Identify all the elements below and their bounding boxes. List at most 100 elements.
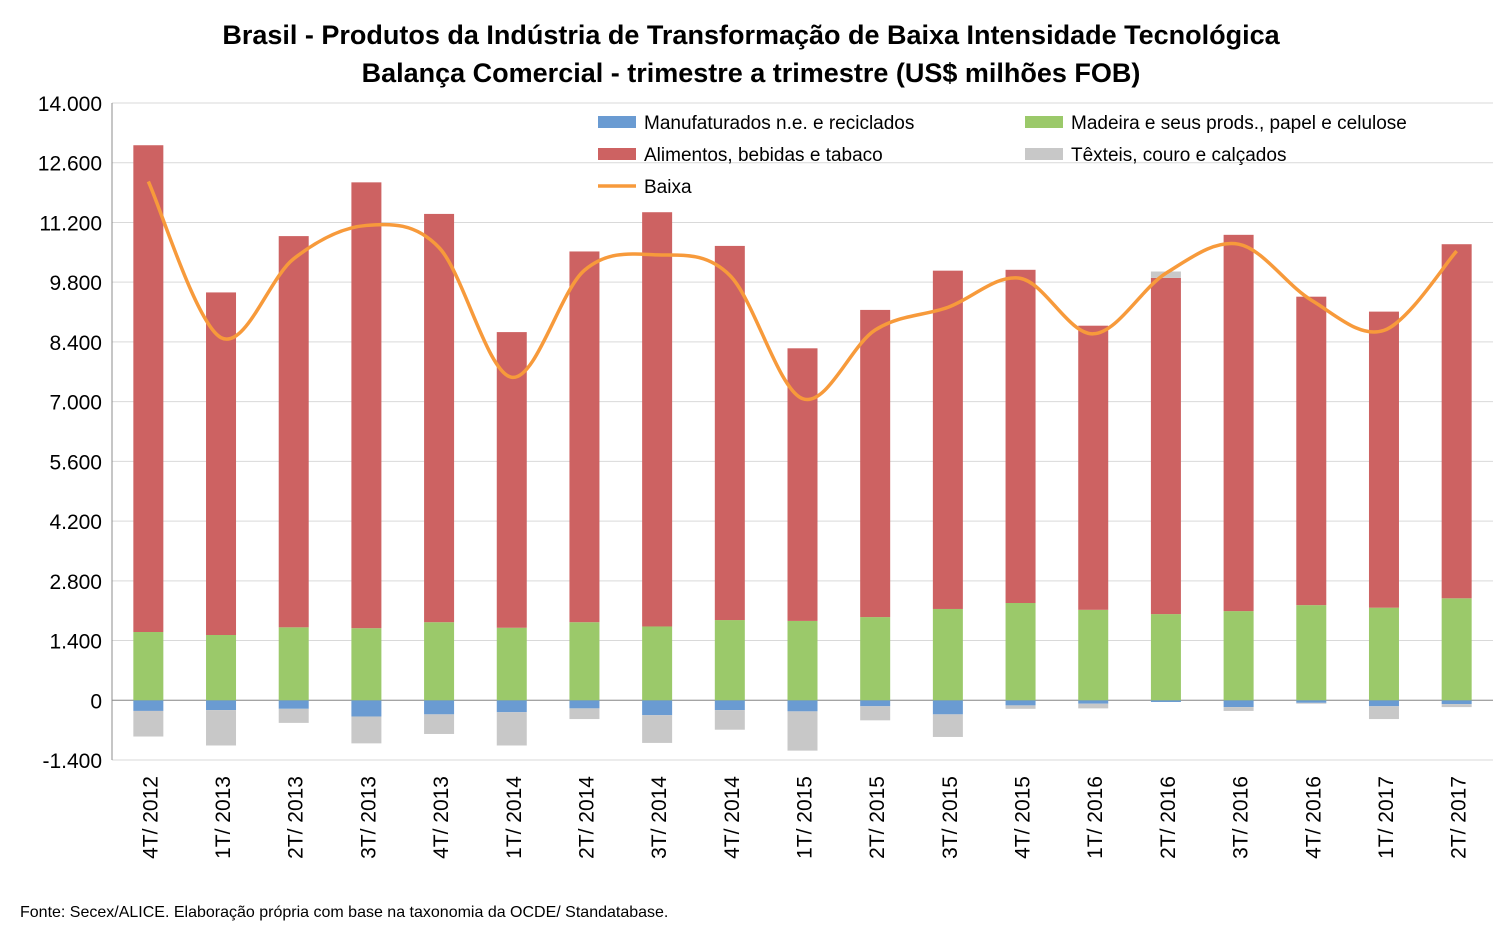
bar-segment <box>569 622 600 701</box>
legend-item: Têxteis, couro e calçados <box>1025 145 1286 166</box>
bar-segment <box>860 706 891 721</box>
bar-segment <box>133 710 164 737</box>
legend-item: Alimentos, bebidas e tabaco <box>598 145 883 166</box>
bar-segment <box>714 710 745 730</box>
legend-label: Manufaturados n.e. e reciclados <box>644 113 914 134</box>
source-note: Fonte: Secex/ALICE. Elaboração própria c… <box>20 904 668 922</box>
bar-segment <box>1296 702 1327 704</box>
bar-segment <box>714 620 745 701</box>
bar-segment <box>1441 598 1472 701</box>
bar-segment <box>133 145 164 633</box>
x-tick-label: 3T/ 2014 <box>648 776 671 859</box>
y-tick-label: 7.000 <box>49 392 102 415</box>
x-tick-label: 1T/ 2014 <box>503 776 526 859</box>
bar-segment <box>1441 704 1472 708</box>
bar-segment <box>496 332 527 628</box>
bar-segment <box>860 700 891 707</box>
bar-segment <box>1005 700 1036 706</box>
bar-segment <box>1078 703 1109 709</box>
bar-segment <box>133 700 164 711</box>
bar-segment <box>278 708 309 723</box>
y-tick-label: 11.200 <box>39 212 102 235</box>
chart-subtitle: Balança Comercial - trimestre a trimestr… <box>361 58 1141 88</box>
bar-segment <box>351 700 382 717</box>
x-tick-label: 2T/ 2015 <box>866 776 889 859</box>
bar-segment <box>787 620 818 701</box>
series-line-baixa <box>146 180 1458 402</box>
legend-item: Madeira e seus prods., papel e celulose <box>1025 113 1407 134</box>
bar-segment <box>1005 603 1036 701</box>
bar-segment <box>1078 325 1109 610</box>
bar-segment <box>1150 700 1181 702</box>
x-tick-label: 1T/ 2013 <box>212 776 235 859</box>
bar-segment <box>714 245 745 621</box>
chart-title: Brasil - Produtos da Indústria de Transf… <box>222 20 1280 50</box>
y-tick-label: 2.800 <box>49 571 102 594</box>
legend-swatch <box>598 148 636 160</box>
bar-segment <box>424 213 455 623</box>
x-tick-label: 2T/ 2014 <box>575 776 598 859</box>
bar-segment <box>569 708 600 720</box>
x-tick-label: 1T/ 2016 <box>1084 776 1107 859</box>
y-tick-label: -1.400 <box>42 750 102 773</box>
bar-segment <box>1368 311 1399 608</box>
bar-segment <box>278 627 309 701</box>
y-tick-label: 14.000 <box>38 93 102 116</box>
bar-segment <box>1368 607 1399 701</box>
x-tick-label: 4T/ 2015 <box>1012 776 1035 859</box>
bar-segment <box>278 700 309 709</box>
legend-label: Baixa <box>644 177 692 198</box>
x-tick-label: 1T/ 2017 <box>1375 776 1398 859</box>
bar-segment <box>714 700 745 711</box>
bar-segment <box>787 700 818 712</box>
bar-segment <box>1368 706 1399 720</box>
bar-segment <box>351 716 382 744</box>
x-tick-label: 4T/ 2014 <box>721 776 744 859</box>
legend-swatch <box>598 116 636 128</box>
bar-segment <box>569 251 600 623</box>
legend-label: Alimentos, bebidas e tabaco <box>644 145 883 166</box>
x-tick-label: 3T/ 2016 <box>1230 776 1253 859</box>
bar-segment <box>133 632 164 701</box>
bar-segment <box>787 348 818 621</box>
bar-segment <box>278 236 309 628</box>
bar-segment <box>787 711 818 751</box>
bar-segment <box>496 700 527 713</box>
bar-segment <box>206 700 237 711</box>
bar-segment <box>1441 244 1472 599</box>
legend-item: Manufaturados n.e. e reciclados <box>598 113 914 134</box>
y-tick-label: 12.600 <box>38 153 102 176</box>
legend-label: Têxteis, couro e calçados <box>1071 145 1286 166</box>
bar-segment <box>932 714 963 737</box>
bar-segment <box>424 622 455 701</box>
x-tick-label: 2T/ 2017 <box>1448 776 1471 859</box>
bar-segment <box>351 182 382 629</box>
bar-segment <box>424 700 455 715</box>
bar-segment <box>642 212 673 627</box>
bar-segment <box>1078 700 1109 704</box>
bar-segment <box>932 700 963 715</box>
legend-swatch <box>1025 116 1063 128</box>
bar-segment <box>1296 296 1327 606</box>
legend-swatch <box>1025 148 1063 160</box>
x-tick-label: 4T/ 2016 <box>1302 776 1325 859</box>
y-tick-label: 8.400 <box>49 332 102 355</box>
x-tick-label: 1T/ 2015 <box>794 776 817 859</box>
bar-segment <box>206 634 237 701</box>
bar-segment <box>351 628 382 701</box>
bar-segment <box>1005 705 1036 709</box>
x-tick-label: 2T/ 2013 <box>285 776 308 859</box>
x-tick-label: 2T/ 2016 <box>1157 776 1180 859</box>
x-tick-label: 4T/ 2012 <box>139 776 162 859</box>
bar-segment <box>932 270 963 609</box>
bar-segment <box>860 617 891 701</box>
bar-segment <box>206 710 237 746</box>
y-tick-label: 5.600 <box>49 451 102 474</box>
x-tick-label: 4T/ 2013 <box>430 776 453 859</box>
y-tick-label: 0 <box>90 690 102 713</box>
bar-segment <box>569 700 600 709</box>
bar-segment <box>1223 700 1254 708</box>
bar-segment <box>206 292 237 635</box>
source-note-text: Fonte: Secex/ALICE. Elaboração própria c… <box>20 904 669 921</box>
bar-segment <box>496 627 527 701</box>
